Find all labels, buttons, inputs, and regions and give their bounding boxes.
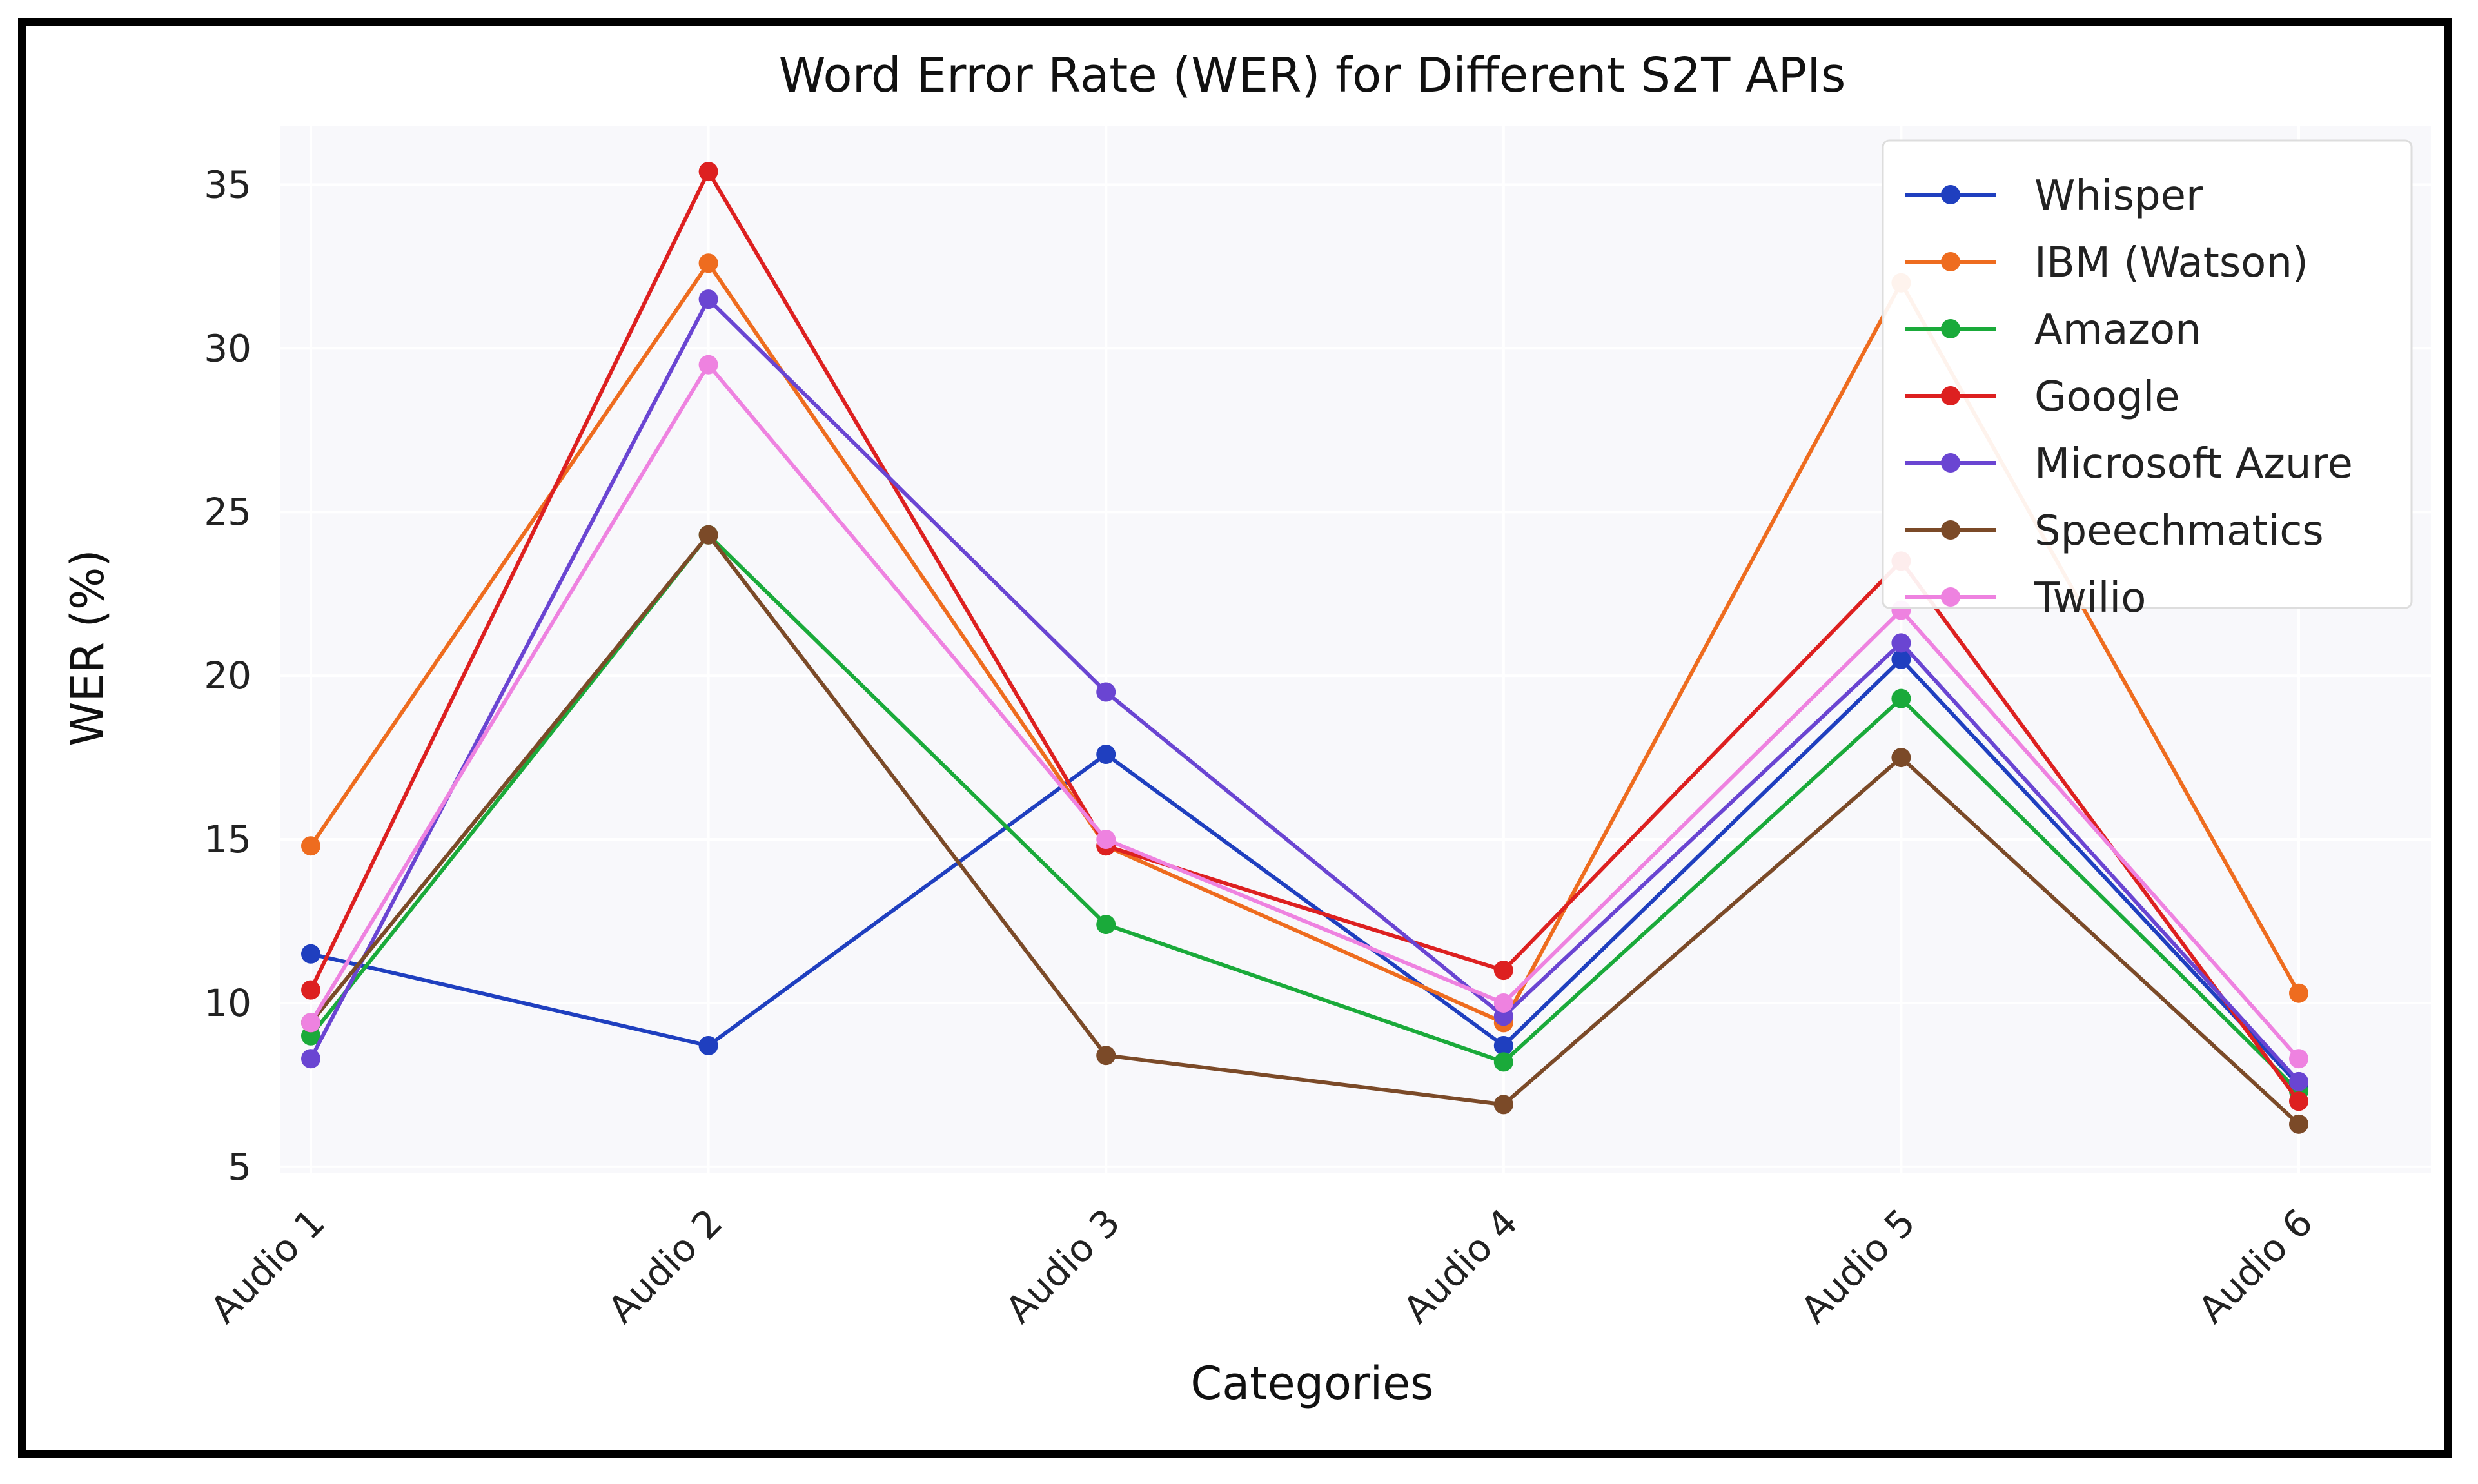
legend-marker bbox=[1941, 252, 1960, 271]
series-line-google bbox=[309, 170, 2301, 1103]
y-tick-label: 25 bbox=[204, 490, 251, 534]
chart-frame: 5 10 15 20 25 30 35 Audio 1 Audio 2 Audio 3 Audio… bbox=[18, 18, 2452, 1458]
y-axis-title: WER (%) bbox=[61, 549, 114, 746]
legend-label: Whisper bbox=[2034, 172, 2203, 220]
data-point-google bbox=[2289, 1091, 2308, 1111]
data-point-speechmatics bbox=[1096, 1046, 1116, 1066]
data-point-twilio bbox=[1096, 830, 1116, 850]
data-point-twilio bbox=[1493, 993, 1513, 1013]
series-line-speechmatics bbox=[309, 532, 2301, 1126]
data-point-whisper bbox=[1493, 1035, 1513, 1055]
data-point-twilio bbox=[301, 1013, 320, 1033]
legend-item-ibm-watson: IBM (Watson) bbox=[1905, 239, 2308, 287]
data-point-microsoft-azure bbox=[301, 1049, 320, 1069]
legend-marker bbox=[1941, 386, 1960, 405]
legend-label: Microsoft Azure bbox=[2034, 440, 2353, 488]
legend-marker bbox=[1941, 453, 1960, 473]
legend-label: IBM (Watson) bbox=[2034, 239, 2308, 287]
data-point-microsoft-azure bbox=[1096, 682, 1116, 702]
legend-marker bbox=[1941, 587, 1960, 607]
y-tick-label: 35 bbox=[204, 162, 251, 206]
legend-item-speechmatics: Speechmatics bbox=[1905, 507, 2324, 555]
legend-box bbox=[1882, 139, 2413, 609]
legend-marker bbox=[1941, 520, 1960, 540]
series-line-microsoft-azure bbox=[309, 297, 2301, 1083]
series-line-whisper bbox=[310, 657, 2301, 1086]
legend-item-whisper: Whisper bbox=[1905, 172, 2203, 220]
legend-item-twilio: Twilio bbox=[1905, 574, 2146, 622]
chart-title: Word Error Rate (WER) for Different S2T … bbox=[779, 48, 1846, 103]
legend-item-google: Google bbox=[1905, 373, 2180, 421]
legend-marker bbox=[1941, 319, 1960, 338]
data-point-amazon bbox=[1096, 915, 1116, 935]
data-point-google bbox=[301, 980, 320, 1000]
legend-item-amazon: Amazon bbox=[1905, 306, 2201, 354]
series-layer bbox=[301, 162, 2308, 1134]
legend-label: Google bbox=[2034, 373, 2180, 421]
legend-marker bbox=[1941, 185, 1960, 204]
y-tick-labels: 5 10 15 20 25 30 35 bbox=[204, 162, 251, 1188]
data-point-microsoft-azure bbox=[698, 289, 718, 309]
y-tick-label: 10 bbox=[204, 981, 251, 1025]
y-tick-label: 30 bbox=[204, 326, 251, 370]
data-point-whisper bbox=[1891, 649, 1911, 669]
data-point-google bbox=[1493, 961, 1513, 981]
x-axis-title: Categories bbox=[1190, 1357, 1433, 1410]
legend-label: Twilio bbox=[2034, 574, 2146, 622]
data-point-speechmatics bbox=[1891, 748, 1911, 768]
legend: Whisper IBM (Watson) Amazon Google Microsoft… bbox=[1882, 139, 2413, 622]
y-tick-label: 20 bbox=[204, 654, 251, 698]
data-point-amazon bbox=[1493, 1052, 1513, 1072]
data-point-twilio bbox=[698, 355, 718, 375]
data-point-speechmatics bbox=[698, 525, 718, 545]
data-point-google bbox=[698, 162, 718, 182]
data-point-amazon bbox=[1891, 688, 1911, 708]
data-point-microsoft-azure bbox=[2289, 1071, 2308, 1091]
y-tick-label: 5 bbox=[228, 1145, 251, 1189]
data-point-whisper bbox=[698, 1035, 718, 1055]
series-line-twilio bbox=[309, 362, 2301, 1060]
data-point-speechmatics bbox=[2289, 1114, 2308, 1134]
legend-label: Amazon bbox=[2034, 306, 2201, 354]
data-point-microsoft-azure bbox=[1891, 633, 1911, 653]
data-point-ibm-watson bbox=[301, 836, 320, 856]
data-point-whisper bbox=[1096, 745, 1116, 764]
series-speechmatics bbox=[301, 525, 2308, 1134]
data-point-ibm-watson bbox=[2289, 983, 2308, 1003]
data-point-speechmatics bbox=[1493, 1095, 1513, 1115]
legend-label: Speechmatics bbox=[2034, 507, 2324, 555]
data-point-whisper bbox=[301, 944, 320, 964]
y-tick-label: 15 bbox=[204, 817, 251, 861]
legend-item-microsoft-azure: Microsoft Azure bbox=[1905, 440, 2353, 488]
data-point-twilio bbox=[2289, 1049, 2308, 1069]
data-point-ibm-watson bbox=[698, 253, 718, 273]
